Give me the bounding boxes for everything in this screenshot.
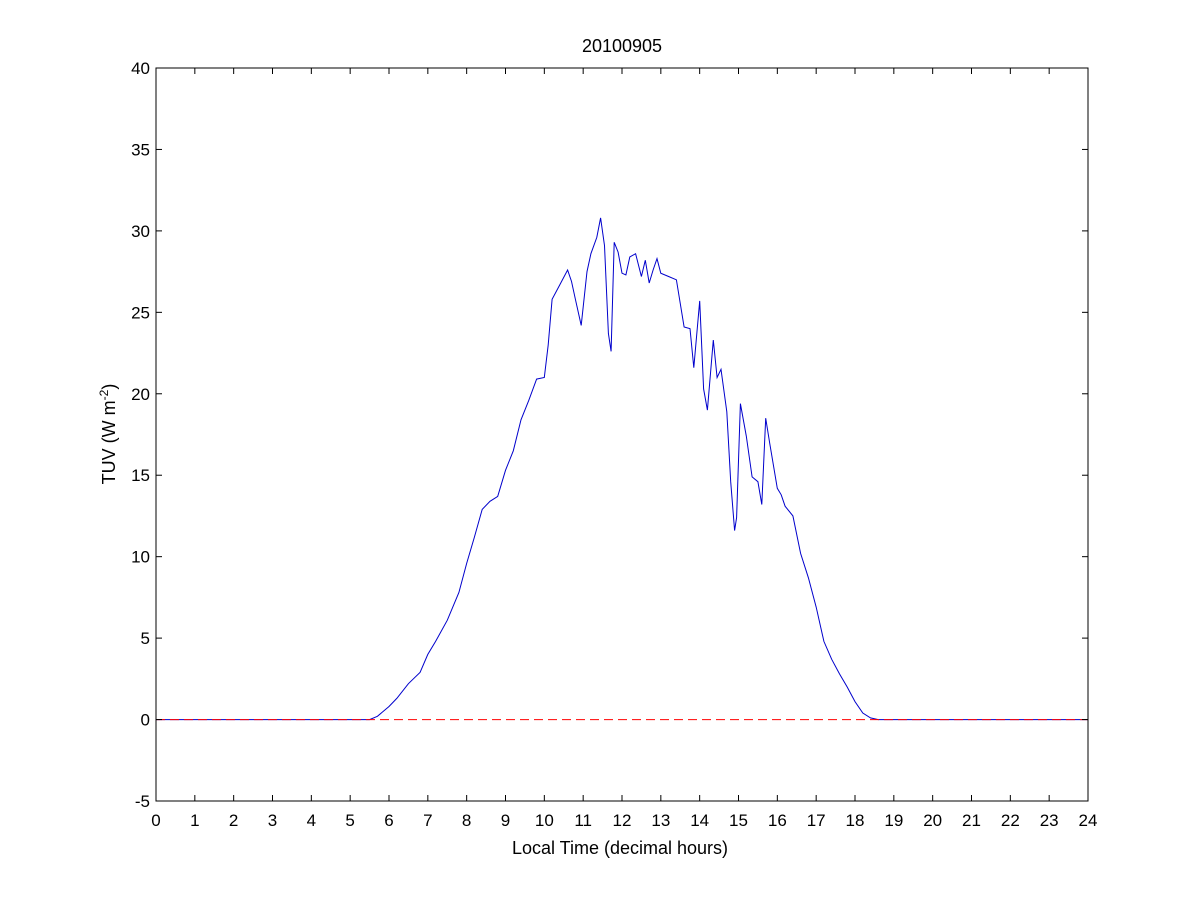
x-tick-label: 21 xyxy=(962,811,981,830)
tuv-series-line xyxy=(156,217,1088,721)
x-tick-label: 16 xyxy=(768,811,787,830)
y-tick-label: -5 xyxy=(135,792,150,811)
data-layer xyxy=(156,217,1088,721)
y-tick-label: 0 xyxy=(141,711,150,730)
plot-background xyxy=(156,68,1088,801)
x-axis-label: Local Time (decimal hours) xyxy=(512,838,728,858)
x-tick-label: 18 xyxy=(846,811,865,830)
x-tick-label: 6 xyxy=(384,811,393,830)
y-tick-label: 40 xyxy=(131,59,150,78)
y-axis-label: TUV (W m-2) xyxy=(97,384,119,485)
x-tick-label: 11 xyxy=(574,811,592,830)
x-tick-label: 17 xyxy=(807,811,826,830)
plot-frame xyxy=(155,67,1089,802)
x-tick-label: 5 xyxy=(345,811,354,830)
x-tick-label: 13 xyxy=(651,811,670,830)
x-tick-label: 3 xyxy=(268,811,277,830)
x-tick-label: 23 xyxy=(1040,811,1059,830)
y-tick-label: 15 xyxy=(131,466,150,485)
y-axis-label-close: ) xyxy=(99,384,119,390)
x-tick-label: 4 xyxy=(307,811,316,830)
y-tick-label: 5 xyxy=(141,629,150,648)
x-tick-label: 19 xyxy=(884,811,903,830)
y-tick-label: 30 xyxy=(131,222,150,241)
x-tick-label: 20 xyxy=(923,811,942,830)
y-tick-label: 35 xyxy=(131,140,150,159)
y-tick-label: 25 xyxy=(131,303,150,322)
x-tick-label: 22 xyxy=(1001,811,1020,830)
x-tick-label: 14 xyxy=(690,811,709,830)
chart-title: 20100905 xyxy=(582,36,662,56)
x-tick-label: 1 xyxy=(190,811,199,830)
x-tick-label: 9 xyxy=(501,811,510,830)
x-tick-label: 2 xyxy=(229,811,238,830)
x-tick-label: 8 xyxy=(462,811,471,830)
x-tick-label: 24 xyxy=(1079,811,1098,830)
y-axis-label-main: TUV (W m xyxy=(99,400,119,484)
tick-layer: 0 1 2 3 4 5 6 7 8 9 10 11 12 13 14 15 16 17 18 19 20 21 22 23 24… xyxy=(131,59,1097,830)
x-tick-label: 10 xyxy=(535,811,554,830)
x-tick-label: 12 xyxy=(613,811,632,830)
x-tick-label: 15 xyxy=(729,811,748,830)
y-axis-label-superscript: -2 xyxy=(97,389,111,400)
x-tick-label: 0 xyxy=(151,811,160,830)
y-tick-label: 10 xyxy=(131,548,150,567)
x-tick-label: 7 xyxy=(423,811,432,830)
y-tick-label: 20 xyxy=(131,385,150,404)
